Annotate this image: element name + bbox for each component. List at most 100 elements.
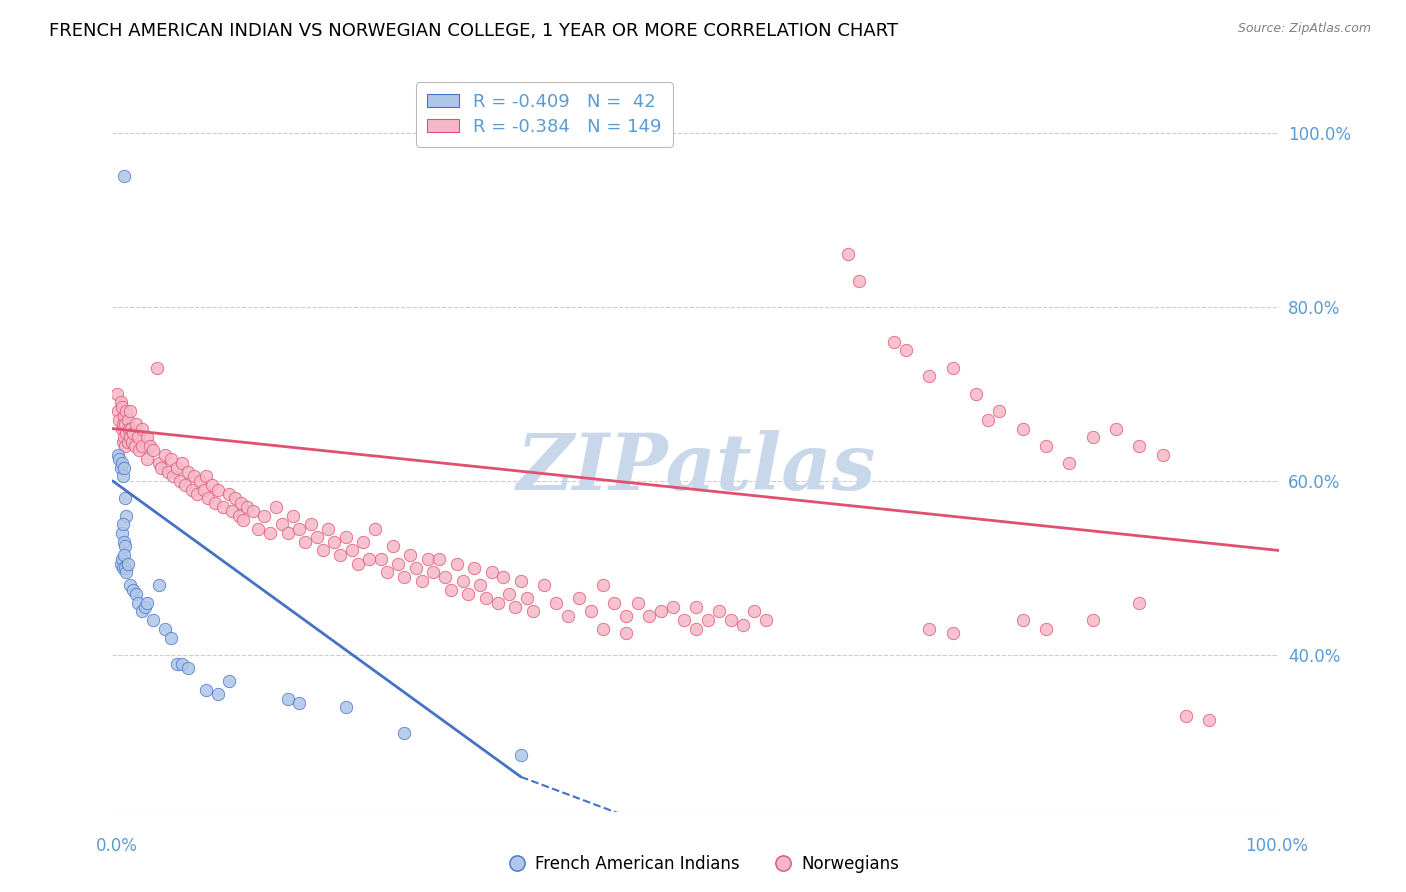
Point xyxy=(110,557,132,571)
Point xyxy=(108,413,131,427)
Point xyxy=(323,534,346,549)
Point xyxy=(394,726,416,740)
Point xyxy=(166,657,188,671)
Text: ZIPatlas: ZIPatlas xyxy=(516,430,876,506)
Point xyxy=(276,526,298,541)
Point xyxy=(720,613,742,627)
Point xyxy=(579,604,602,618)
Point xyxy=(162,469,184,483)
Point xyxy=(221,504,243,518)
Point xyxy=(340,543,363,558)
Point xyxy=(1105,421,1128,435)
Point xyxy=(212,500,235,514)
Point xyxy=(264,500,287,514)
Point xyxy=(197,491,219,506)
Point xyxy=(118,430,141,444)
Point xyxy=(311,543,333,558)
Point xyxy=(242,504,264,518)
Point xyxy=(422,566,444,580)
Point xyxy=(127,430,149,444)
Point xyxy=(166,460,188,475)
Point xyxy=(172,457,194,471)
Point xyxy=(148,457,170,471)
Point xyxy=(533,578,555,592)
Point xyxy=(173,478,195,492)
Point xyxy=(486,596,509,610)
Point xyxy=(1035,622,1057,636)
Point xyxy=(131,439,153,453)
Point xyxy=(359,552,381,566)
Point xyxy=(270,517,292,532)
Point xyxy=(142,613,165,627)
Point xyxy=(346,557,368,571)
Point xyxy=(139,439,162,453)
Text: FRENCH AMERICAN INDIAN VS NORWEGIAN COLLEGE, 1 YEAR OR MORE CORRELATION CHART: FRENCH AMERICAN INDIAN VS NORWEGIAN COLL… xyxy=(49,22,898,40)
Point xyxy=(125,587,148,601)
Point xyxy=(112,409,135,423)
Point xyxy=(509,574,531,588)
Point xyxy=(111,457,134,471)
Point xyxy=(127,596,149,610)
Point xyxy=(111,421,134,435)
Point xyxy=(117,557,139,571)
Point xyxy=(1128,596,1150,610)
Point xyxy=(105,386,128,401)
Point xyxy=(837,247,859,261)
Point xyxy=(1198,714,1220,728)
Point xyxy=(1128,439,1150,453)
Point xyxy=(124,439,146,453)
Point xyxy=(115,566,138,580)
Point xyxy=(451,574,474,588)
Point xyxy=(111,400,134,414)
Point xyxy=(111,526,134,541)
Point xyxy=(463,561,485,575)
Point xyxy=(148,578,170,592)
Point xyxy=(411,574,433,588)
Point xyxy=(427,552,450,566)
Point xyxy=(118,421,141,435)
Point xyxy=(142,443,165,458)
Point xyxy=(394,569,416,583)
Point xyxy=(160,631,183,645)
Point xyxy=(118,404,141,418)
Point xyxy=(294,534,316,549)
Point xyxy=(592,578,614,592)
Point xyxy=(614,608,637,623)
Point xyxy=(117,434,139,449)
Point xyxy=(883,334,905,349)
Point xyxy=(112,430,135,444)
Point xyxy=(136,452,159,467)
Point xyxy=(299,517,322,532)
Point xyxy=(247,522,270,536)
Point xyxy=(111,561,134,575)
Point xyxy=(114,439,136,453)
Point xyxy=(503,600,526,615)
Text: Source: ZipAtlas.com: Source: ZipAtlas.com xyxy=(1237,22,1371,36)
Point xyxy=(557,608,579,623)
Point xyxy=(468,578,491,592)
Point xyxy=(115,425,138,440)
Legend: R = -0.409   N =  42, R = -0.384   N = 149: R = -0.409 N = 42, R = -0.384 N = 149 xyxy=(416,82,673,147)
Point xyxy=(183,469,205,483)
Point xyxy=(387,557,409,571)
Point xyxy=(335,700,357,714)
Point xyxy=(218,487,240,501)
Point xyxy=(188,474,211,488)
Point xyxy=(235,500,257,514)
Point xyxy=(131,421,153,435)
Point xyxy=(134,600,156,615)
Point xyxy=(111,417,134,432)
Point xyxy=(111,552,134,566)
Point xyxy=(942,626,965,640)
Point xyxy=(1035,439,1057,453)
Point xyxy=(685,600,707,615)
Point xyxy=(370,552,392,566)
Point xyxy=(305,530,328,544)
Point xyxy=(457,587,479,601)
Point xyxy=(335,530,357,544)
Point xyxy=(114,417,136,432)
Point xyxy=(1152,448,1174,462)
Point xyxy=(125,417,148,432)
Point xyxy=(112,460,135,475)
Point xyxy=(114,561,136,575)
